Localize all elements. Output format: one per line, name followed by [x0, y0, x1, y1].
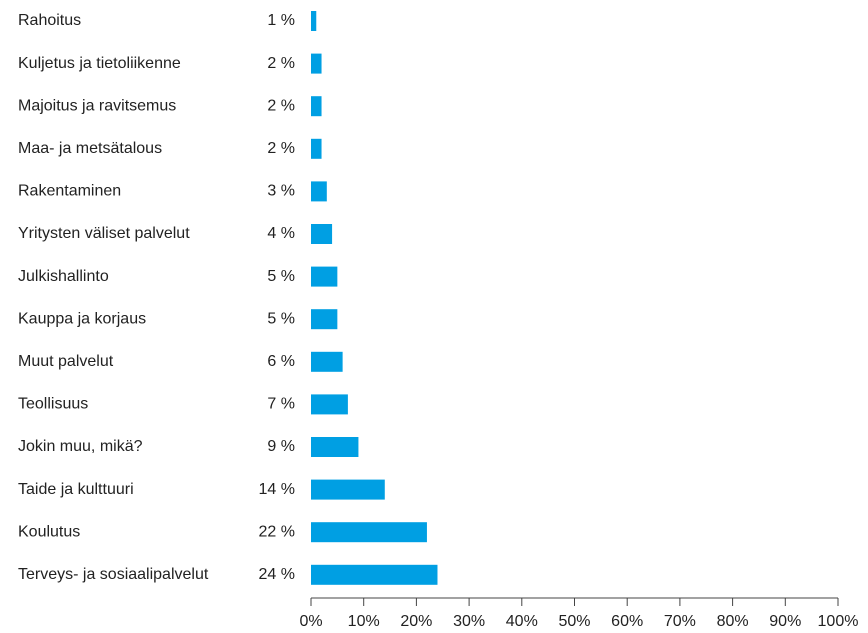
x-tick-label: 20%: [400, 613, 432, 630]
x-tick-label: 10%: [348, 613, 380, 630]
value-label: 24 %: [259, 566, 295, 583]
category-label: Maa- ja metsätalous: [18, 140, 162, 157]
category-label: Terveys- ja sosiaalipalvelut: [18, 566, 209, 583]
value-label: 4 %: [267, 225, 295, 242]
x-tick-label: 30%: [453, 613, 485, 630]
category-label: Majoitus ja ravitsemus: [18, 97, 176, 114]
value-label: 7 %: [267, 396, 295, 413]
x-tick-label: 100%: [818, 613, 859, 630]
bar: [311, 351, 343, 372]
category-label: Yritysten väliset palvelut: [18, 225, 190, 242]
bar: [311, 96, 322, 117]
value-label: 2 %: [267, 97, 295, 114]
value-label: 3 %: [267, 183, 295, 200]
bar: [311, 564, 438, 585]
x-tick-label: 80%: [717, 613, 749, 630]
bar: [311, 224, 333, 244]
category-label: Kuljetus ja tietoliikenne: [18, 55, 181, 72]
x-tick-label: 60%: [611, 613, 643, 630]
value-label: 14 %: [259, 481, 295, 498]
value-label: 2 %: [267, 55, 295, 72]
category-label: Teollisuus: [18, 396, 88, 413]
category-label: Rahoitus: [18, 12, 81, 29]
bar: [311, 181, 327, 202]
category-label: Muut palvelut: [18, 353, 114, 370]
bar: [311, 394, 348, 415]
value-label: 22 %: [259, 523, 295, 540]
bar: [311, 138, 322, 159]
category-label: Taide ja kulttuuri: [18, 481, 134, 498]
bar: [311, 266, 338, 287]
x-tick-label: 90%: [769, 613, 801, 630]
value-label: 1 %: [267, 12, 295, 29]
bar: [311, 479, 385, 500]
category-label: Rakentaminen: [18, 183, 121, 200]
x-tick-label: 70%: [664, 613, 696, 630]
bar: [311, 11, 317, 31]
bar: [311, 522, 427, 543]
bar: [311, 437, 359, 457]
category-label: Jokin muu, mikä?: [18, 438, 143, 455]
x-tick-label: 50%: [558, 613, 590, 630]
category-label: Julkishallinto: [18, 268, 109, 285]
value-label: 6 %: [267, 353, 295, 370]
category-label: Kauppa ja korjaus: [18, 310, 146, 327]
x-tick-label: 0%: [299, 613, 322, 630]
value-label: 5 %: [267, 310, 295, 327]
value-label: 5 %: [267, 268, 295, 285]
category-label: Koulutus: [18, 523, 80, 540]
value-label: 9 %: [267, 438, 295, 455]
bar: [311, 53, 322, 74]
x-tick-label: 40%: [506, 613, 538, 630]
bar: [311, 309, 338, 330]
value-label: 2 %: [267, 140, 295, 157]
